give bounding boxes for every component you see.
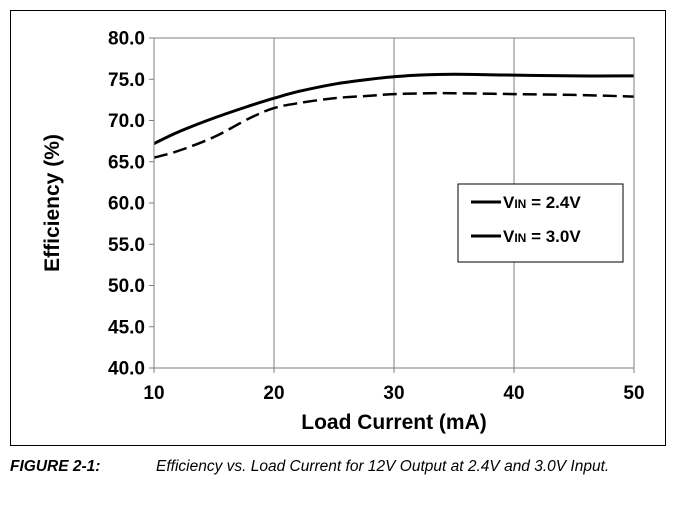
figure-caption: FIGURE 2-1: Efficiency vs. Load Current f… — [10, 456, 650, 477]
y-tick-label: 75.0 — [108, 70, 145, 91]
tick-labels: 40.0 45.0 50.0 55.0 60.0 65.0 70.0 75.0 80.0 10 20… — [108, 29, 645, 405]
x-tick-label: 50 — [623, 383, 644, 404]
plot-area — [149, 37, 635, 373]
y-tick-label: 70.0 — [108, 111, 145, 132]
x-axis-label: Load Current (mA) — [301, 411, 487, 434]
x-tick-label: 20 — [263, 383, 284, 404]
legend-box — [457, 183, 624, 263]
x-tick-label: 40 — [503, 383, 524, 404]
legend-entry-label: VIN = 2.4V — [503, 193, 581, 212]
series-line-vin-2-4v — [153, 91, 635, 159]
y-tick-label: 40.0 — [108, 359, 145, 380]
series-line-vin-3-0v — [153, 72, 635, 145]
figure-label: FIGURE 2-1: — [10, 458, 101, 475]
x-tick-label: 10 — [143, 383, 164, 404]
y-tick-label: 80.0 — [108, 29, 145, 50]
chart-frame: 40.0 45.0 50.0 55.0 60.0 65.0 70.0 75.0 80.0 10 20… — [10, 10, 666, 446]
efficiency-chart: 40.0 45.0 50.0 55.0 60.0 65.0 70.0 75.0 80.0 10 20… — [41, 29, 645, 435]
y-tick-label: 65.0 — [108, 152, 145, 173]
y-tick-label: 50.0 — [108, 276, 145, 297]
y-tick-label: 60.0 — [108, 194, 145, 215]
y-tick-label: 55.0 — [108, 235, 145, 256]
legend: VIN = 2.4V VIN = 3.0V — [457, 183, 624, 263]
figure-caption-text: Efficiency vs. Load Current for 12V Outp… — [156, 458, 610, 475]
x-tick-label: 30 — [383, 383, 404, 404]
y-tick-label: 45.0 — [108, 317, 145, 338]
y-axis-label: Efficiency (%) — [41, 134, 64, 272]
legend-entry-label: VIN = 3.0V — [503, 227, 581, 246]
series-lines — [153, 72, 635, 159]
